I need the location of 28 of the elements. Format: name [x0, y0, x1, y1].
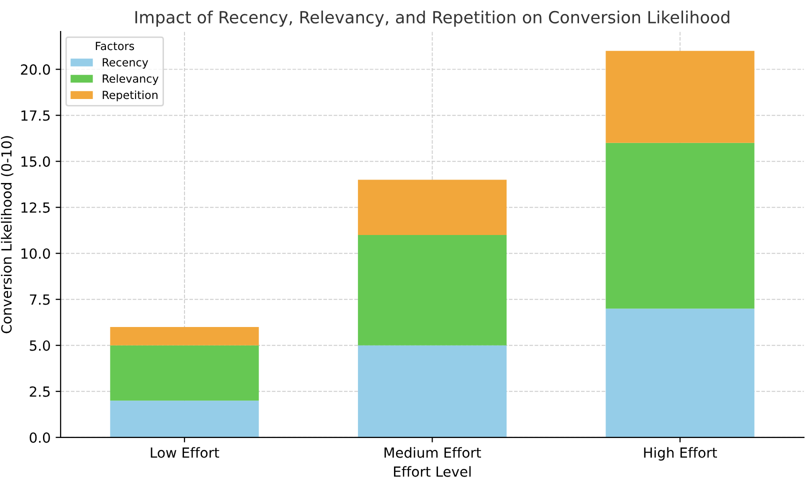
y-tick-label: 0.0 — [30, 432, 50, 443]
bar — [110, 345, 259, 401]
y-tick-label: 12.5 — [21, 202, 50, 213]
x-tick-label: High Effort — [644, 447, 718, 461]
legend-label: Repetition — [102, 90, 158, 102]
y-tick-label: 15.0 — [21, 156, 50, 167]
bar — [606, 142, 754, 309]
legend-title: Factors — [96, 42, 134, 50]
y-tick-label: 10.0 — [21, 248, 50, 259]
bar — [110, 400, 259, 438]
y-tick-label: 17.5 — [21, 110, 50, 121]
legend-label: Relevancy — [102, 74, 158, 85]
y-axis-title: Conversion Likelihood (0-10) — [0, 136, 14, 334]
y-tick-label: 5.0 — [30, 340, 50, 351]
y-tick-label: 20.0 — [20, 64, 50, 75]
bar — [358, 345, 507, 438]
bar — [606, 308, 754, 438]
x-tick-label: Medium Effort — [384, 447, 482, 458]
chart-title: Impact of Recency, Relevancy, and Repetition on Conversion Likelihood — [135, 10, 730, 27]
x-axis-title: Effort Level — [394, 466, 471, 477]
x-tick-label: Low Effort — [150, 447, 220, 458]
bar — [110, 326, 259, 346]
bar — [358, 234, 507, 346]
y-tick-label: 7.5 — [30, 294, 50, 305]
bar — [358, 180, 507, 235]
bar — [606, 50, 754, 143]
y-tick-label: 2.5 — [30, 386, 50, 397]
legend-label: Recency — [102, 58, 148, 69]
